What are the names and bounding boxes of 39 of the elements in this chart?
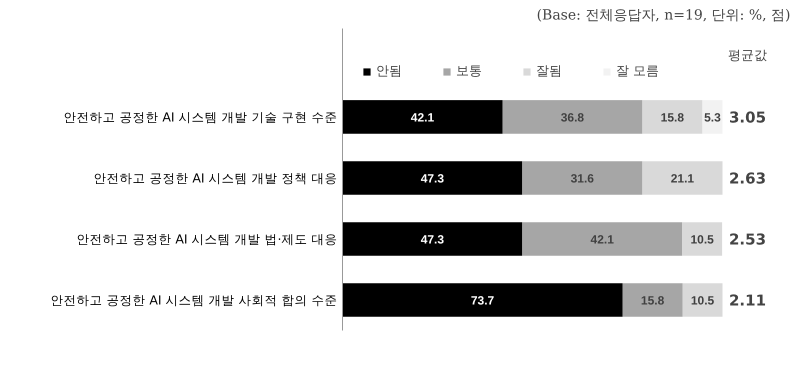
y-tick-label: 안전하고 공정한 AI 시스템 개발 정책 대응 [93, 170, 338, 186]
bar [682, 222, 722, 256]
data-label: 10.5 [690, 293, 715, 308]
bar [342, 161, 522, 195]
legend-label: 잘됨 [536, 63, 562, 80]
bar [522, 161, 642, 195]
text: 2.63 [728, 169, 766, 188]
bar [642, 100, 702, 134]
bar [502, 100, 642, 134]
data-label: 47.3 [420, 232, 444, 246]
data-label: 42.1 [410, 110, 434, 124]
legend-label: 보통 [456, 63, 482, 80]
data-label: 73.7 [470, 293, 495, 308]
legend-label: 안됨 [376, 63, 402, 80]
data-label: 36.8 [560, 110, 584, 124]
bar [342, 283, 623, 317]
bar [642, 161, 722, 195]
data-label: 15.8 [660, 110, 684, 124]
y-tick-label: 안전하고 공정한 AI 시스템 개발 법·제도 대응 [76, 231, 338, 246]
text: 2.53 [728, 230, 766, 248]
text: 평균값 [728, 48, 767, 64]
legend-label: 잘 모름 [616, 63, 660, 80]
y-tick-label: 안전하고 공정한 AI 시스템 개발 사회적 합의 수준 [50, 292, 338, 308]
bar [622, 283, 683, 317]
y-tick-label: 안전하고 공정한 AI 시스템 개발 기술 구현 수준 [63, 109, 338, 124]
bar [342, 222, 522, 256]
data-label: 47.3 [420, 171, 444, 186]
data-label: 10.5 [690, 232, 714, 246]
data-label: 15.8 [640, 293, 665, 308]
text: 2.11 [728, 291, 766, 310]
text: 3.05 [728, 108, 766, 126]
chart-subtitle: (Base: 전체응답자, n=19, 단위: %, 점) [536, 8, 791, 24]
data-label: 21.1 [670, 171, 694, 186]
data-label: 5.3 [704, 110, 722, 124]
bar [342, 100, 502, 134]
bar [682, 283, 722, 317]
bar [522, 222, 682, 256]
data-label: 42.1 [590, 232, 614, 246]
data-label: 31.6 [570, 171, 594, 186]
